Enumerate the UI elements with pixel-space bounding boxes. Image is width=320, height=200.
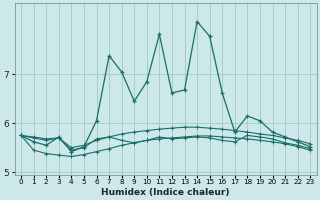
X-axis label: Humidex (Indice chaleur): Humidex (Indice chaleur) (101, 188, 230, 197)
